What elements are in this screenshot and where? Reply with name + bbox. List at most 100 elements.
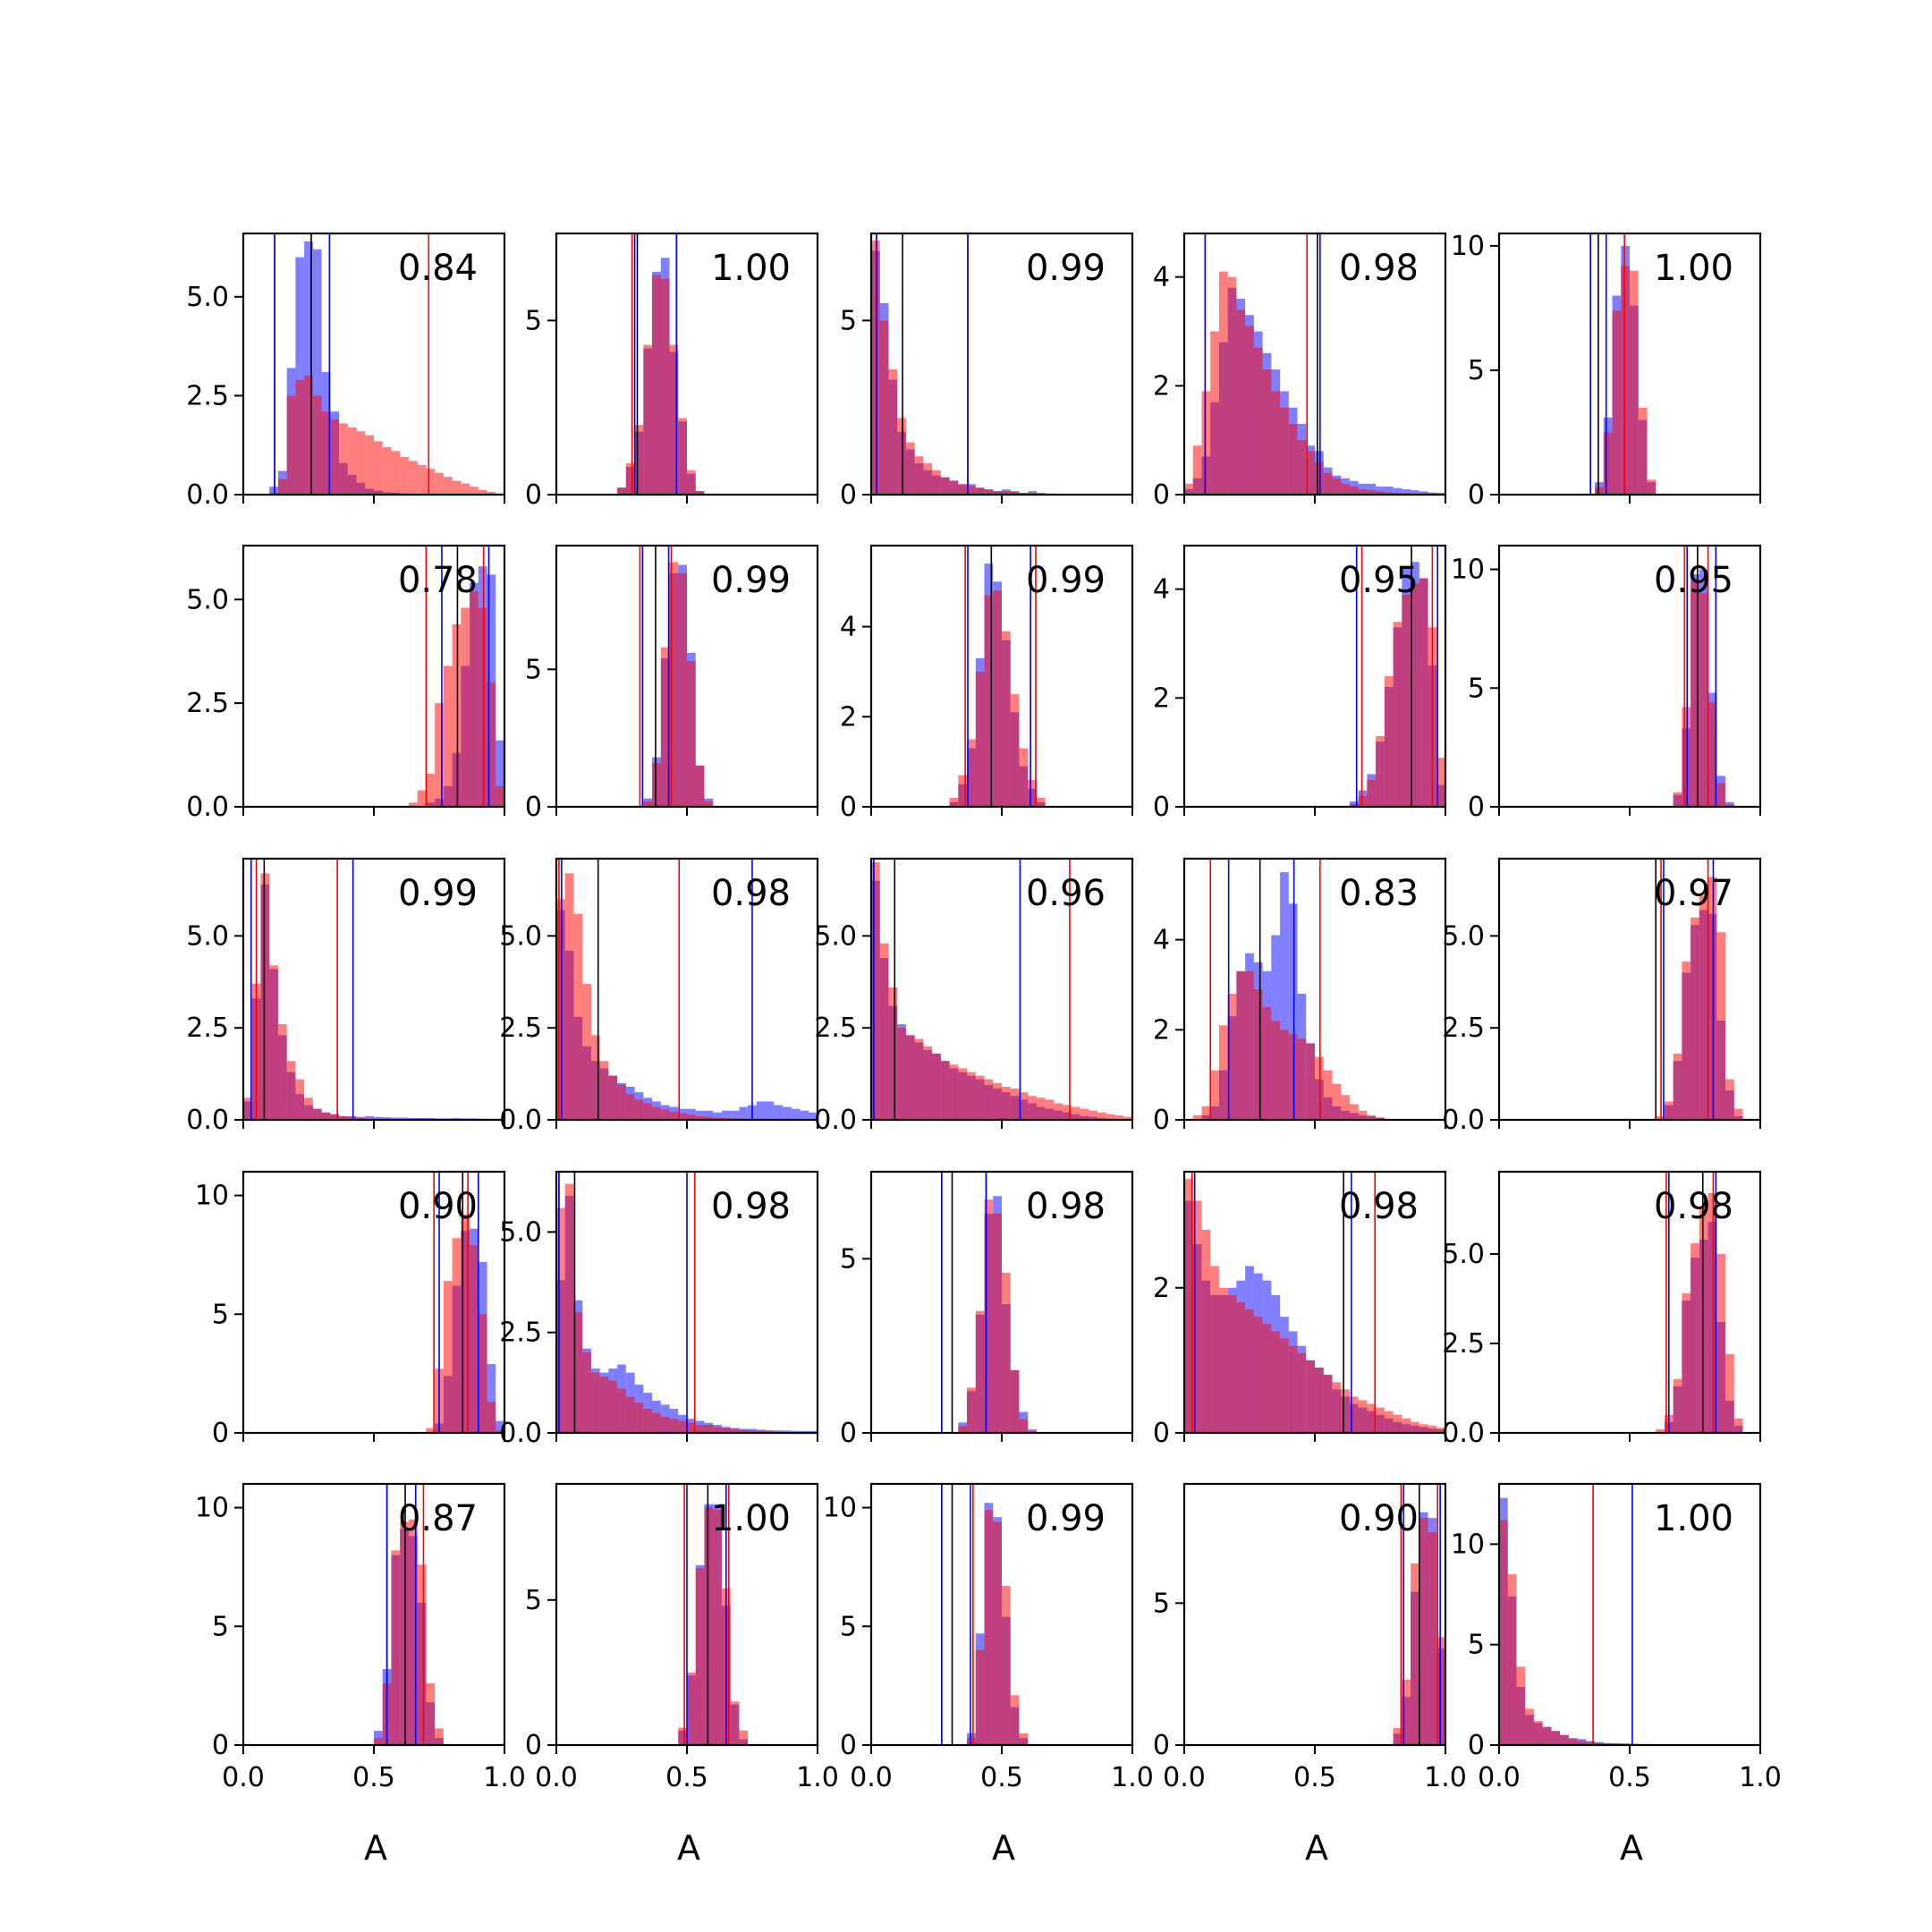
x-axis-label: A xyxy=(1305,1828,1328,1868)
histogram-bar xyxy=(721,1110,731,1120)
panel-annotation: 0.97 xyxy=(1654,873,1733,914)
histogram-bar xyxy=(408,461,418,495)
histogram-bar xyxy=(617,487,626,495)
histogram-bar xyxy=(1280,1338,1289,1433)
histogram-bar xyxy=(1560,1734,1569,1745)
x-tick-label: 0.0 xyxy=(850,1762,893,1793)
histogram-bar xyxy=(687,1672,696,1745)
y-tick-label: 5.0 xyxy=(499,1216,542,1248)
histogram-bar xyxy=(304,1097,313,1120)
histogram-bar xyxy=(1376,486,1385,496)
histogram-bar xyxy=(975,1075,985,1120)
histogram-bar xyxy=(1271,1021,1281,1120)
histogram-bar xyxy=(1297,1352,1307,1433)
histogram-bar xyxy=(487,491,496,495)
histogram-bar xyxy=(1002,631,1011,807)
histogram-red xyxy=(1595,266,1657,495)
histogram-bar xyxy=(382,446,392,495)
histogram-bar xyxy=(1262,369,1272,495)
histogram-red xyxy=(643,562,714,807)
x-tick-label: 0.5 xyxy=(352,1762,395,1793)
panel-r3-c4: 0.0 2.5 5.0 0.98 xyxy=(1442,1170,1762,1449)
y-tick-label: 0 xyxy=(840,1418,857,1449)
y-tick-label: 5.0 xyxy=(1442,1239,1485,1270)
histogram-bar xyxy=(365,435,374,495)
histogram-bar xyxy=(1288,423,1298,495)
histogram-bar xyxy=(1184,483,1193,495)
histogram-red xyxy=(556,1183,818,1433)
histogram-bar xyxy=(1436,1428,1445,1433)
histogram-bar xyxy=(1071,1106,1080,1120)
histogram-bar xyxy=(1664,1101,1674,1120)
histogram-bar xyxy=(1436,1637,1445,1745)
panel-annotation: 0.99 xyxy=(711,560,791,601)
histogram-bar xyxy=(417,464,427,495)
histogram-bar xyxy=(1028,491,1037,495)
histogram-bar xyxy=(1516,1666,1526,1745)
histogram-bar xyxy=(1280,1030,1289,1120)
histogram-bar xyxy=(1733,1419,1743,1433)
histogram-bar xyxy=(1019,1419,1029,1433)
histogram-bar xyxy=(687,661,696,807)
histogram-bar xyxy=(625,1396,635,1433)
histogram-red xyxy=(871,862,1132,1120)
histogram-bar xyxy=(295,379,305,495)
y-tick-label: 0.0 xyxy=(1442,1105,1485,1136)
histogram-bar xyxy=(1323,472,1333,495)
y-tick-label: 5 xyxy=(1468,673,1485,704)
histogram-red xyxy=(1393,1518,1445,1745)
histogram-bar xyxy=(1236,970,1246,1120)
histogram-bar xyxy=(452,624,462,807)
panel-r3-c0: 0 5 10 0.90 xyxy=(195,1170,506,1449)
histogram-bar xyxy=(1201,391,1211,495)
x-tick-label: 0.5 xyxy=(665,1762,708,1793)
histogram-bar xyxy=(1192,1200,1202,1433)
histogram-bar xyxy=(1245,1309,1254,1433)
histogram-bar xyxy=(374,1738,383,1745)
histogram-bar xyxy=(1106,1114,1115,1120)
histogram-bar xyxy=(582,983,591,1120)
histogram-bar xyxy=(1063,1105,1072,1120)
y-tick-label: 2 xyxy=(1153,1273,1170,1304)
histogram-bar xyxy=(1019,1733,1029,1745)
histogram-bar xyxy=(1725,804,1734,807)
histogram-bar xyxy=(1288,903,1298,1120)
histogram-bar xyxy=(1253,1317,1263,1433)
panel-annotation: 0.90 xyxy=(1339,1498,1419,1539)
panel-r0-c3: 0 2 4 0.98 xyxy=(1153,232,1447,511)
panel-annotation: 1.00 xyxy=(711,248,791,289)
x-tick-label: 1.0 xyxy=(1111,1762,1154,1793)
histogram-bar xyxy=(975,1649,985,1745)
panel-r2-c2: 0.0 2.5 5.0 0.96 xyxy=(814,857,1134,1136)
histogram-bar xyxy=(713,1117,722,1120)
histogram-red xyxy=(408,590,504,807)
panel-background xyxy=(1499,1484,1760,1745)
panel-annotation: 0.78 xyxy=(398,560,478,601)
histogram-bar xyxy=(914,456,924,495)
histogram-bar xyxy=(1384,492,1394,495)
histogram-bar xyxy=(295,257,305,495)
histogram-bar xyxy=(660,647,670,807)
y-tick-label: 5 xyxy=(1468,355,1485,386)
histogram-bar xyxy=(704,1116,714,1120)
panel-annotation: 0.95 xyxy=(1339,560,1419,601)
histogram-bar xyxy=(452,1238,462,1433)
y-tick-label: 2.5 xyxy=(186,380,229,411)
histogram-bar xyxy=(391,1550,401,1745)
histogram-bar xyxy=(1551,1731,1561,1745)
histogram-bar xyxy=(608,1380,618,1433)
histogram-bar xyxy=(1192,445,1202,495)
histogram-bar xyxy=(1699,1208,1708,1433)
histogram-bar xyxy=(599,1377,609,1433)
histogram-bar xyxy=(1411,583,1419,807)
panel-r3-c1: 0.0 2.5 5.0 0.98 xyxy=(499,1170,819,1449)
histogram-bar xyxy=(1253,347,1263,495)
y-tick-label: 10 xyxy=(195,1181,229,1212)
histogram-bar xyxy=(730,1701,740,1745)
histogram-bar xyxy=(1638,407,1648,495)
panel-r3-c2: 050.98 xyxy=(840,1170,1134,1449)
histogram-bar xyxy=(1323,1070,1333,1120)
histogram-bar xyxy=(374,1116,383,1120)
histogram-bar xyxy=(1725,801,1734,807)
histogram-bar xyxy=(1682,1293,1691,1433)
